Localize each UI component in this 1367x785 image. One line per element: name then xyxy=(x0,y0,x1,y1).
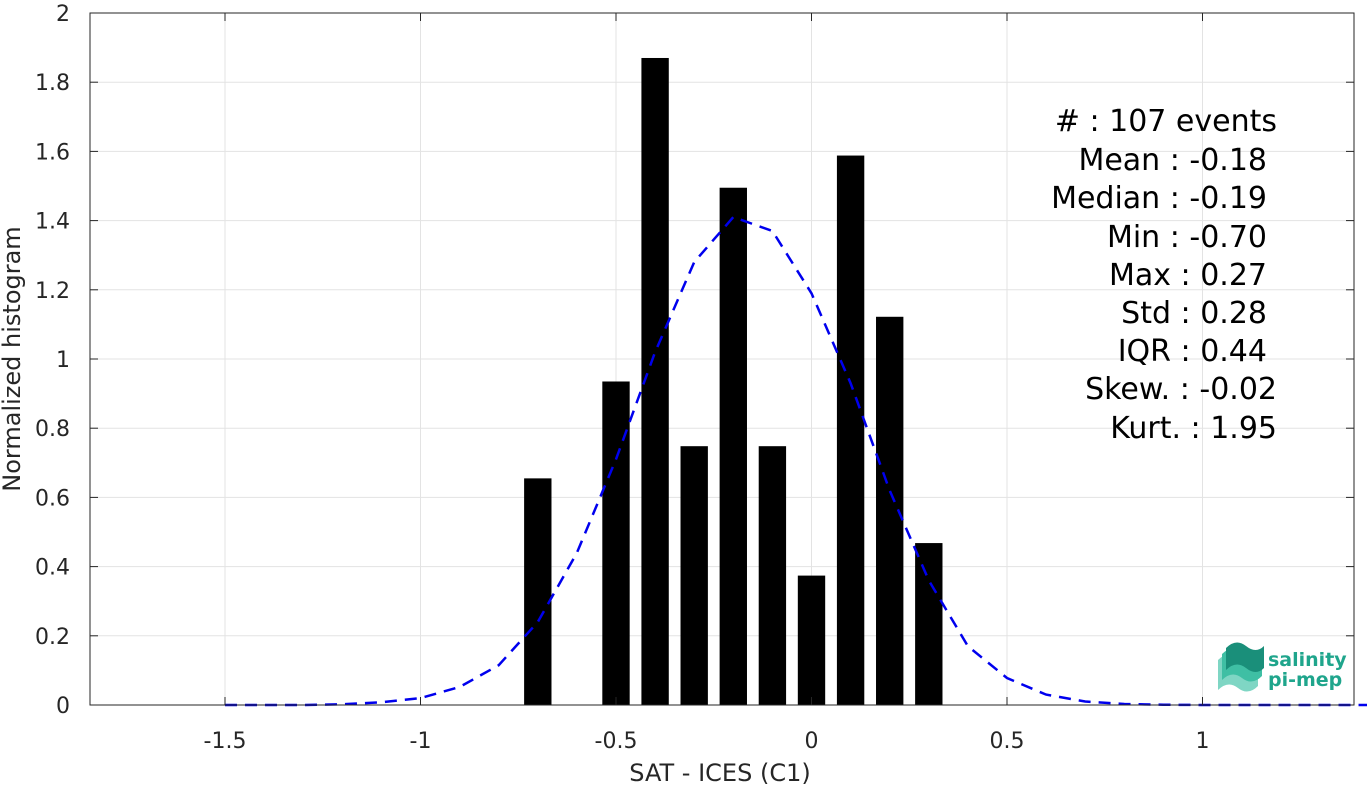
stats-line-std: Std : 0.28 xyxy=(1121,296,1267,331)
x-tick-label: -1.5 xyxy=(204,729,247,754)
stats-line-min: Min : -0.70 xyxy=(1107,220,1267,255)
x-tick-labels: -1.5-1-0.500.511.5 xyxy=(204,729,1210,754)
stats-line-max: Max : 0.27 xyxy=(1109,258,1267,293)
axes xyxy=(89,12,1355,706)
histogram-bar xyxy=(836,155,865,705)
bars xyxy=(524,57,943,706)
x-axis-label: SAT - ICES (C1) xyxy=(629,759,810,785)
y-tick-label: 0.4 xyxy=(35,556,70,581)
histogram-bar xyxy=(719,187,747,706)
stats-line-median: Median : -0.19 xyxy=(1051,181,1267,216)
y-tick-label: 1.2 xyxy=(35,279,70,304)
y-tick-label: 1.8 xyxy=(35,71,70,96)
histogram-bar xyxy=(915,543,943,705)
stats-annotation: # : 107 events Mean : -0.18 Median : -0.… xyxy=(1051,104,1277,446)
stats-line-mean: Mean : -0.18 xyxy=(1078,143,1267,178)
histogram-bar xyxy=(797,575,826,705)
x-tick-label: -0.5 xyxy=(595,729,638,754)
y-tick-label: 1.4 xyxy=(35,210,70,235)
wave-layers-icon xyxy=(1218,642,1264,692)
x-tick-label: 0 xyxy=(805,729,819,754)
logo-line-2: pi-mep xyxy=(1268,669,1342,691)
y-tick-label: 0.8 xyxy=(35,417,70,442)
y-axis-label: Normalized histogram xyxy=(0,226,26,491)
y-tick-labels: 0 0.2 0.4 0.6 0.8 1 1.2 1.4 1.6 1.8 2 xyxy=(35,2,70,719)
histogram-bar xyxy=(641,57,669,706)
x-tick-label: -1 xyxy=(410,729,432,754)
y-tick-label: 0 xyxy=(56,694,70,719)
y-tick-label: 0.2 xyxy=(35,625,70,650)
y-tick-label: 1.6 xyxy=(35,140,70,165)
stats-line-count: # : 107 events xyxy=(1055,104,1277,139)
stats-line-kurt: Kurt. : 1.95 xyxy=(1110,411,1277,446)
y-tick-label: 1 xyxy=(56,348,70,373)
x-tick-label: 0.5 xyxy=(990,729,1025,754)
y-tick-label: 2 xyxy=(56,2,70,27)
stats-line-skew: Skew. : -0.02 xyxy=(1085,372,1277,407)
histogram-bar xyxy=(758,446,787,705)
logo-line-1: salinity xyxy=(1268,649,1347,671)
y-tick-label: 0.6 xyxy=(35,486,70,511)
x-tick-label: 1 xyxy=(1196,729,1210,754)
salinity-pi-mep-logo: salinity pi-mep xyxy=(1218,642,1347,692)
stats-line-iqr: IQR : 0.44 xyxy=(1118,334,1267,369)
histogram-bar xyxy=(524,478,552,705)
histogram-bar xyxy=(680,446,708,705)
